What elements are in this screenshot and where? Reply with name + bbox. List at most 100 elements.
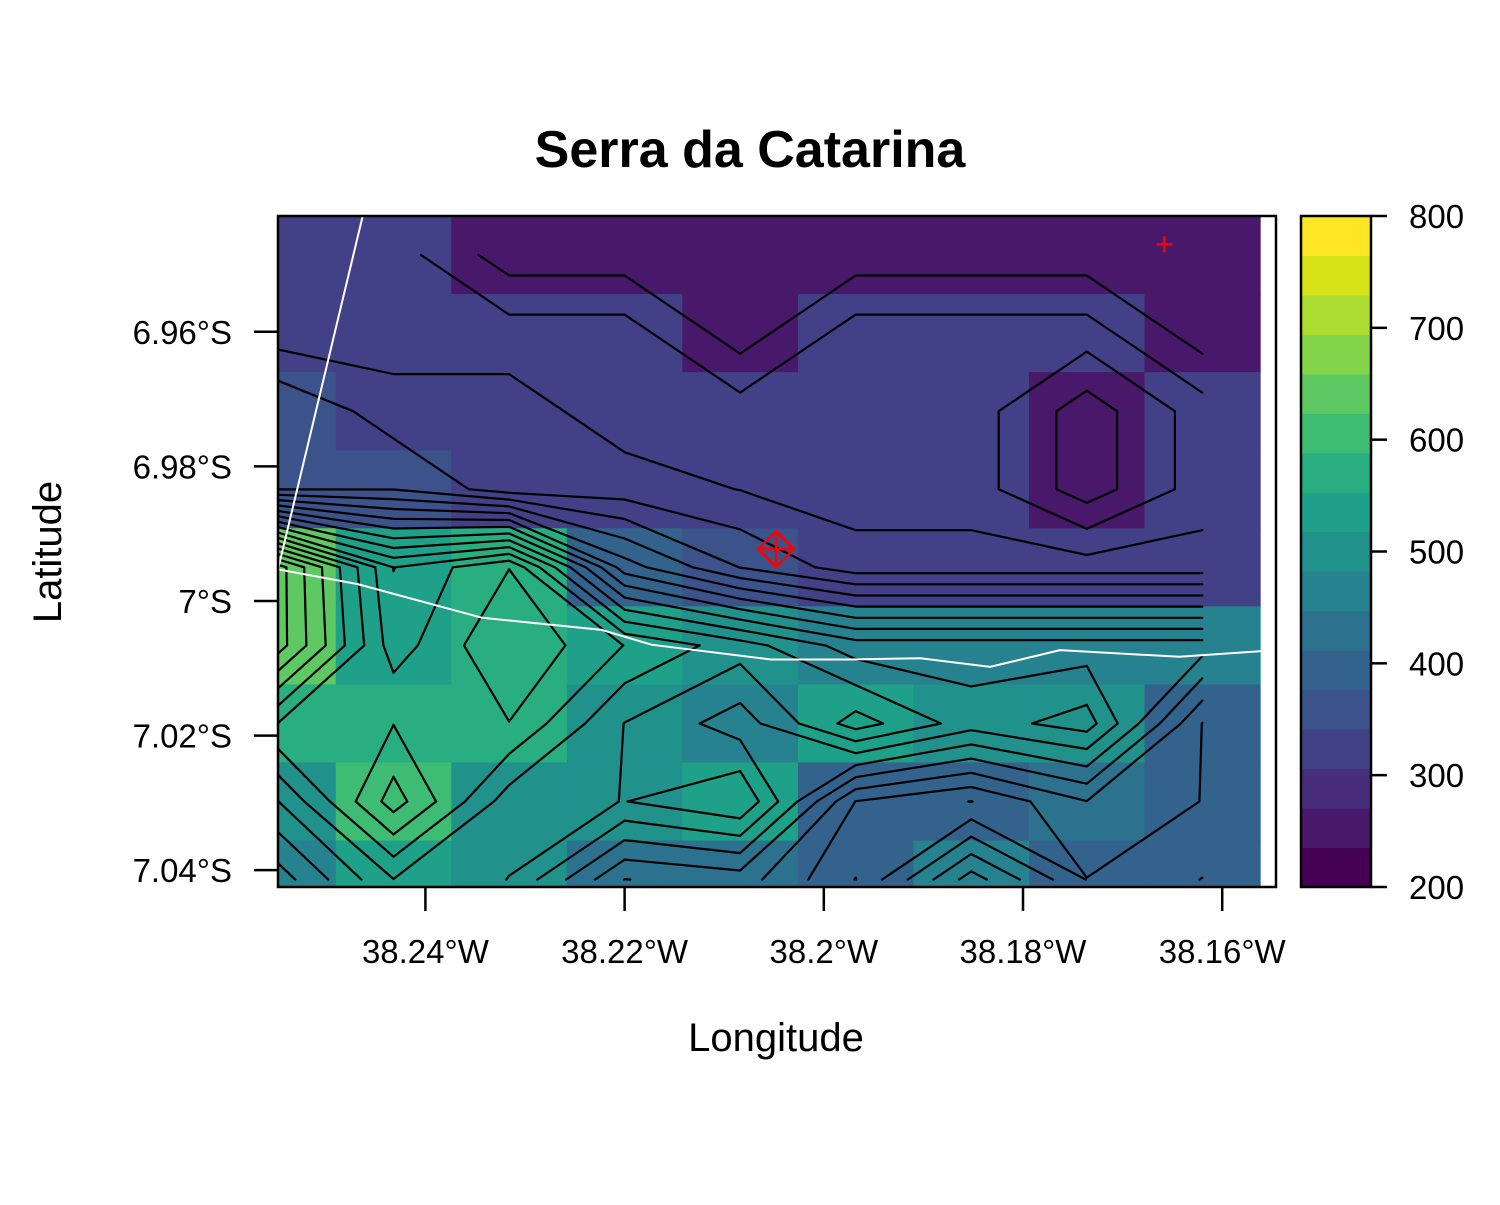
raster-cell xyxy=(451,840,568,887)
colorbar-swatch xyxy=(1301,610,1371,651)
raster-cell xyxy=(913,606,1030,686)
raster-cell xyxy=(682,372,799,451)
colorbar-swatch xyxy=(1301,650,1371,691)
raster-cell xyxy=(913,528,1030,607)
boundary-line xyxy=(278,216,364,570)
raster-cell xyxy=(682,216,799,295)
y-tick-label: 7°S xyxy=(178,583,232,620)
contour-line xyxy=(278,515,1204,881)
raster-cell xyxy=(451,216,568,295)
raster-cell xyxy=(1028,528,1146,607)
raster-cell xyxy=(1144,606,1261,686)
x-tick-label: 38.2°W xyxy=(770,933,879,970)
colorbar-swatch xyxy=(1301,531,1371,572)
colorbar-swatch xyxy=(1301,294,1371,336)
raster-cell xyxy=(335,294,452,373)
contour-line xyxy=(278,488,1204,586)
raster-cell xyxy=(1144,372,1261,451)
colorbar-swatch xyxy=(1301,216,1371,257)
x-tick-label: 38.22°W xyxy=(561,933,689,970)
contour-line xyxy=(278,520,1119,881)
colorbar-swatch xyxy=(1301,255,1371,296)
colorbar-swatch xyxy=(1301,768,1371,809)
raster-cell xyxy=(913,450,1030,529)
raster-cell xyxy=(566,216,683,295)
y-tick-label: 7.02°S xyxy=(133,718,232,755)
x-tick-label: 38.18°W xyxy=(960,933,1088,970)
raster-cell xyxy=(797,216,915,295)
colorbar-swatch xyxy=(1301,373,1371,414)
raster-cell xyxy=(566,372,683,451)
colorbar-tick-label: 800 xyxy=(1409,198,1464,235)
colorbar-swatch xyxy=(1301,334,1371,375)
contour-line xyxy=(278,504,1204,881)
colorbar-swatch xyxy=(1301,689,1371,730)
x-axis: 38.24°W 38.22°W 38.2°W 38.18°W 38.16°W xyxy=(362,887,1287,970)
colorbar-tick-label: 300 xyxy=(1409,757,1464,794)
raster-cell xyxy=(451,606,568,686)
raster-cell xyxy=(1028,294,1146,373)
raster-cell xyxy=(1144,840,1261,887)
contour-line xyxy=(419,253,1204,530)
raster-cell xyxy=(1144,216,1261,295)
contour-line xyxy=(477,253,1204,504)
raster-cell xyxy=(682,762,799,842)
colorbar-tick-label: 200 xyxy=(1409,869,1464,906)
raster-cell xyxy=(1144,762,1261,842)
y-tick-label: 7.04°S xyxy=(133,852,232,889)
contour-line xyxy=(278,499,1204,881)
boundary-line xyxy=(278,568,1276,668)
colorbar-swatch xyxy=(1301,413,1371,454)
x-tick-label: 38.24°W xyxy=(362,933,490,970)
raster-cell xyxy=(1144,450,1261,529)
raster-cell xyxy=(913,684,1030,764)
raster-cell xyxy=(1144,294,1261,373)
raster-cell xyxy=(451,372,568,451)
colorbar-tick-label: 400 xyxy=(1409,645,1464,682)
raster-cell xyxy=(451,294,568,373)
contour-line xyxy=(278,493,1204,881)
raster-cell xyxy=(1028,372,1146,451)
raster-cell xyxy=(566,294,683,373)
raster-cell xyxy=(1028,450,1146,529)
raster-cell xyxy=(335,216,452,295)
contour-line xyxy=(278,526,1098,881)
raster-cell xyxy=(913,840,1030,887)
contour-line xyxy=(278,542,567,836)
contour-line xyxy=(278,547,409,814)
contour-line xyxy=(278,531,885,881)
raster-cell xyxy=(1028,216,1146,295)
x-tick-label: 38.16°W xyxy=(1159,933,1287,970)
contour-line xyxy=(278,348,1204,557)
raster-cell xyxy=(797,294,915,373)
colorbar-tick-label: 700 xyxy=(1409,310,1464,347)
raster-cell xyxy=(682,294,799,373)
colorbar-swatch xyxy=(1301,847,1371,888)
colorbar-tick-label: 600 xyxy=(1409,422,1464,459)
x-axis-title: Longitude xyxy=(688,1016,864,1060)
raster-cell xyxy=(913,216,1030,295)
contour-line xyxy=(278,536,625,858)
raster-cell xyxy=(1028,840,1146,887)
colorbar-swatch xyxy=(1301,571,1371,612)
contour-line xyxy=(278,509,1204,881)
raster-cell xyxy=(451,762,568,842)
raster-cell xyxy=(451,684,568,764)
y-axis-title: Latitude xyxy=(26,481,70,623)
raster-cell xyxy=(566,450,683,529)
colorbar-swatch xyxy=(1301,808,1371,849)
colorbar-swatch xyxy=(1301,492,1371,533)
colorbar-tick-label: 500 xyxy=(1409,534,1464,571)
chart-title: Serra da Catarina xyxy=(535,121,967,179)
elevation-raster xyxy=(278,216,1261,887)
plot-frame xyxy=(276,214,1278,889)
raster-cell xyxy=(566,762,683,842)
raster-cell xyxy=(913,294,1030,373)
raster-cell xyxy=(913,372,1030,451)
location-markers xyxy=(756,236,1173,569)
raster-cell xyxy=(1144,528,1261,607)
contour-line xyxy=(278,552,327,690)
raster-cell xyxy=(278,216,337,295)
